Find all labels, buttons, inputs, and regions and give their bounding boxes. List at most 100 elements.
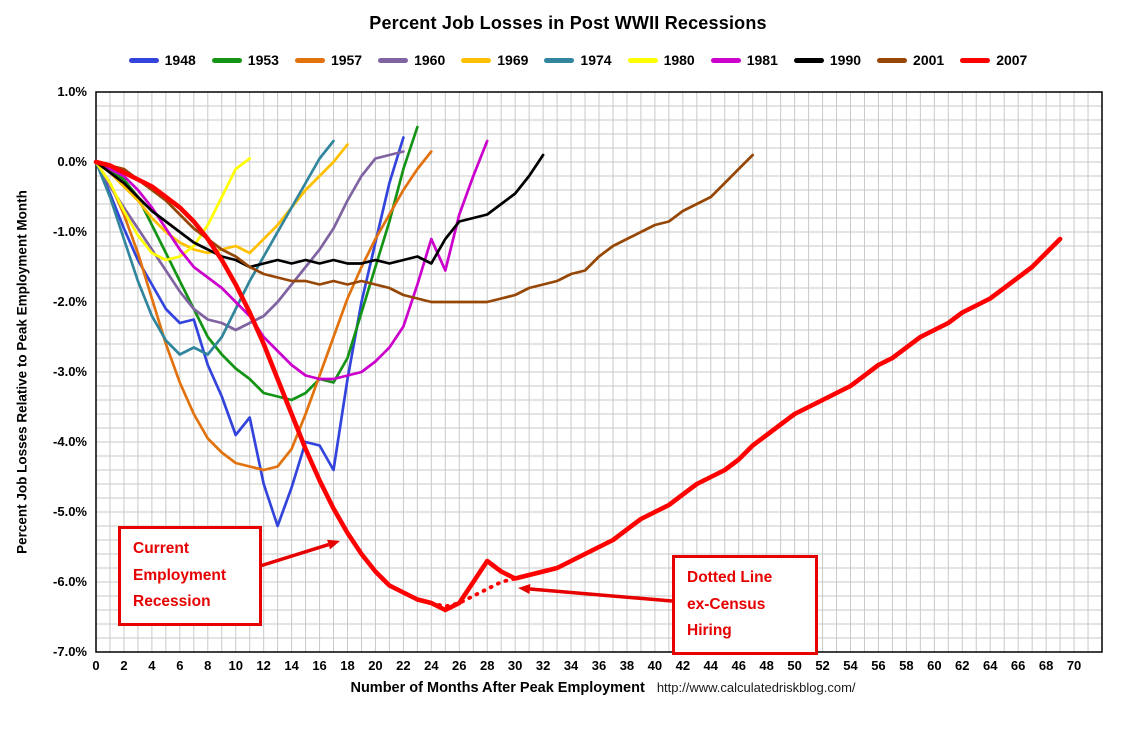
callout-line: Hiring xyxy=(687,622,732,640)
x-tick-label: 14 xyxy=(284,658,299,673)
legend: 1948 1953 1957 1960 1969 1974 1980 1981 1990 2001… xyxy=(40,52,1116,68)
x-tick-label: 56 xyxy=(871,658,885,673)
y-axis-title: Percent Job Losses Relative to Peak Empl… xyxy=(14,190,30,554)
x-tick-label: 44 xyxy=(704,658,719,673)
legend-item-1960: 1960 xyxy=(378,52,445,68)
x-tick-label: 36 xyxy=(592,658,606,673)
legend-label: 2007 xyxy=(996,52,1028,68)
callout-line: Dotted Line xyxy=(687,569,773,586)
legend-item-1953: 1953 xyxy=(211,52,279,68)
series-line-1990 xyxy=(94,153,545,269)
x-tick-label: 6 xyxy=(176,658,183,673)
x-tick-label: 16 xyxy=(312,658,326,673)
y-tick-label: -1.0% xyxy=(53,224,87,239)
x-tick-label: 34 xyxy=(564,658,579,673)
legend-item-1981: 1981 xyxy=(710,52,778,68)
series-line-1980 xyxy=(94,157,252,262)
callout-line: Current xyxy=(133,540,189,557)
y-tick-label: -6.0% xyxy=(53,574,87,589)
x-tick-label: 30 xyxy=(508,658,522,673)
plot-border xyxy=(95,91,1103,653)
legend-swatch-1957 xyxy=(294,57,325,63)
series-line-1974 xyxy=(94,139,335,356)
legend-swatch-1953 xyxy=(211,57,242,63)
callout-line: Employment xyxy=(133,566,227,584)
annotation-arrowhead xyxy=(518,584,531,594)
x-tick-label: 40 xyxy=(648,658,662,673)
legend-swatch-1960 xyxy=(378,57,409,63)
x-tick-label: 70 xyxy=(1067,658,1081,673)
series-line-1953 xyxy=(94,125,419,402)
x-tick-label: 68 xyxy=(1039,658,1053,673)
x-tick-label: 64 xyxy=(983,658,998,673)
legend-label: 1974 xyxy=(580,52,612,68)
x-tick-label: 0 xyxy=(92,658,99,673)
y-tick-label: -5.0% xyxy=(53,504,87,519)
x-tick-label: 18 xyxy=(340,658,354,673)
legend-swatch-1974 xyxy=(544,57,575,63)
legend-label: 1990 xyxy=(829,52,862,68)
annotation-arrow xyxy=(529,587,673,603)
legend-item-1980: 1980 xyxy=(627,52,695,68)
x-tick-label: 38 xyxy=(620,658,634,673)
x-axis-title: Number of Months After Peak Employment xyxy=(350,680,645,696)
x-tick-label: 8 xyxy=(204,658,211,673)
legend-item-1948: 1948 xyxy=(128,52,196,68)
legend-label: 1953 xyxy=(247,52,279,68)
x-axis-footer: Number of Months After Peak Employment h… xyxy=(90,680,1116,696)
x-tick-label: 66 xyxy=(1011,658,1025,673)
legend-swatch-1980 xyxy=(627,57,658,63)
x-tick-label: 32 xyxy=(536,658,550,673)
series-line-1957 xyxy=(94,150,433,472)
y-tick-label: 1.0% xyxy=(57,84,87,99)
x-tick-label: 54 xyxy=(843,658,858,673)
legend-item-1990: 1990 xyxy=(793,52,862,68)
x-tick-label: 28 xyxy=(480,658,494,673)
legend-label: 1957 xyxy=(330,52,363,68)
x-tick-label: 24 xyxy=(424,658,439,673)
legend-swatch-1969 xyxy=(461,57,492,63)
series-line-2001 xyxy=(94,153,755,304)
x-tick-label: 58 xyxy=(899,658,913,673)
x-tick-label: 50 xyxy=(787,658,801,673)
series-line-1981 xyxy=(94,139,489,381)
legend-swatch-1990 xyxy=(793,57,824,63)
legend-label: 1981 xyxy=(746,52,778,68)
x-tick-label: 4 xyxy=(148,658,156,673)
legend-swatch-2001 xyxy=(877,57,908,63)
y-tick-label: 0.0% xyxy=(57,154,87,169)
x-tick-label: 48 xyxy=(759,658,773,673)
annotation-arrowhead xyxy=(327,539,340,550)
x-tick-label: 42 xyxy=(676,658,690,673)
callout-current-recession: Current Employment Recession xyxy=(118,526,262,626)
y-tick-label: -4.0% xyxy=(53,434,87,449)
series-line-1960 xyxy=(94,150,405,332)
callout-line: ex-Census xyxy=(687,595,766,613)
legend-item-2001: 2001 xyxy=(877,52,944,68)
x-tick-label: 10 xyxy=(228,658,242,673)
legend-label: 2001 xyxy=(913,52,945,68)
legend-item-2007: 2007 xyxy=(960,52,1027,68)
series-line-2007 xyxy=(93,159,1063,613)
source-url: http://www.calculatedriskblog.com/ xyxy=(656,680,856,695)
x-tick-label: 12 xyxy=(256,658,270,673)
y-tick-label: -3.0% xyxy=(53,364,87,379)
chart-title: Percent Job Losses in Post WWII Recessio… xyxy=(369,13,767,33)
legend-item-1957: 1957 xyxy=(294,52,363,68)
x-tick-label: 26 xyxy=(452,658,466,673)
legend-label: 1948 xyxy=(164,52,196,68)
callout-line: Recession xyxy=(133,593,211,611)
legend-item-1974: 1974 xyxy=(544,52,612,68)
y-tick-label: -2.0% xyxy=(53,294,87,309)
annotation-arrow xyxy=(259,542,330,568)
x-tick-label: 60 xyxy=(927,658,941,673)
legend-swatch-1981 xyxy=(710,57,741,63)
legend-swatch-2007 xyxy=(960,57,991,63)
legend-label: 1969 xyxy=(497,52,529,68)
x-tick-label: 62 xyxy=(955,658,969,673)
series-line-1948 xyxy=(94,136,405,528)
x-tick-label: 46 xyxy=(731,658,745,673)
x-tick-label: 22 xyxy=(396,658,410,673)
